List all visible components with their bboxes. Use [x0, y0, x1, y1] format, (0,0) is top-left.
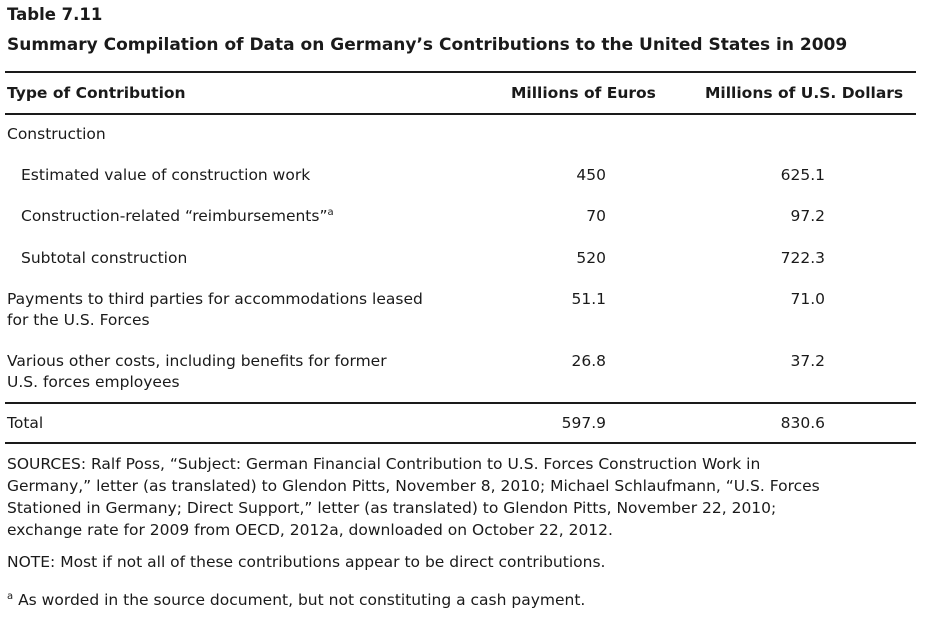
sources-line: Germany,” letter (as translated) to Glen… [7, 477, 820, 495]
euros-cell: 450 [576, 166, 606, 184]
table-number: Table 7.11 [7, 5, 103, 24]
footnote-marker: a [327, 207, 334, 218]
header-rule [5, 113, 916, 115]
column-header-type: Type of Contribution [7, 84, 186, 102]
total-label: Total [7, 414, 44, 432]
sources-note: SOURCES: Ralf Poss, “Subject: German Fin… [7, 453, 820, 541]
note-text: NOTE: Most if not all of these contribut… [7, 553, 606, 571]
footnote-text: As worded in the source document, but no… [18, 591, 586, 609]
row-label: Construction [7, 125, 106, 143]
euros-cell: 520 [576, 249, 606, 267]
sources-line: Stationed in Germany; Direct Support,” l… [7, 499, 777, 517]
row-label: Construction-related “reimbursements”a [21, 206, 334, 227]
row-label: Estimated value of construction work [21, 166, 311, 184]
dollars-cell: 625.1 [780, 166, 825, 184]
footnote: a As worded in the source document, but … [7, 589, 585, 611]
column-header-euros: Millions of Euros [511, 84, 656, 102]
euros-cell: 51.1 [571, 290, 606, 308]
total-top-rule [5, 402, 916, 404]
row-label-text: Construction-related “reimbursements” [21, 207, 328, 225]
dollars-cell: 722.3 [780, 249, 825, 267]
euros-cell: 70 [586, 207, 606, 225]
dollars-cell: 97.2 [790, 207, 825, 225]
total-dollars-cell: 830.6 [780, 414, 825, 432]
row-label: Payments to third parties for accommodat… [7, 289, 423, 331]
row-label: Subtotal construction [21, 249, 188, 267]
total-bottom-rule [5, 442, 916, 444]
sources-line: exchange rate for 2009 from OECD, 2012a,… [7, 521, 613, 539]
row-label-line2: U.S. forces employees [7, 373, 180, 391]
row-label-line1: Payments to third parties for accommodat… [7, 290, 423, 308]
top-rule [5, 71, 916, 73]
table-title: Summary Compilation of Data on Germany’s… [7, 35, 848, 55]
sources-line: SOURCES: Ralf Poss, “Subject: German Fin… [7, 455, 761, 473]
dollars-cell: 71.0 [790, 290, 825, 308]
euros-cell: 26.8 [571, 352, 606, 370]
dollars-cell: 37.2 [790, 352, 825, 370]
row-label-line2: for the U.S. Forces [7, 311, 150, 329]
row-label: Various other costs, including benefits … [7, 351, 387, 393]
row-label-line1: Various other costs, including benefits … [7, 352, 387, 370]
footnote-marker: a [7, 591, 14, 602]
total-euros-cell: 597.9 [561, 414, 606, 432]
column-header-dollars: Millions of U.S. Dollars [705, 84, 904, 102]
